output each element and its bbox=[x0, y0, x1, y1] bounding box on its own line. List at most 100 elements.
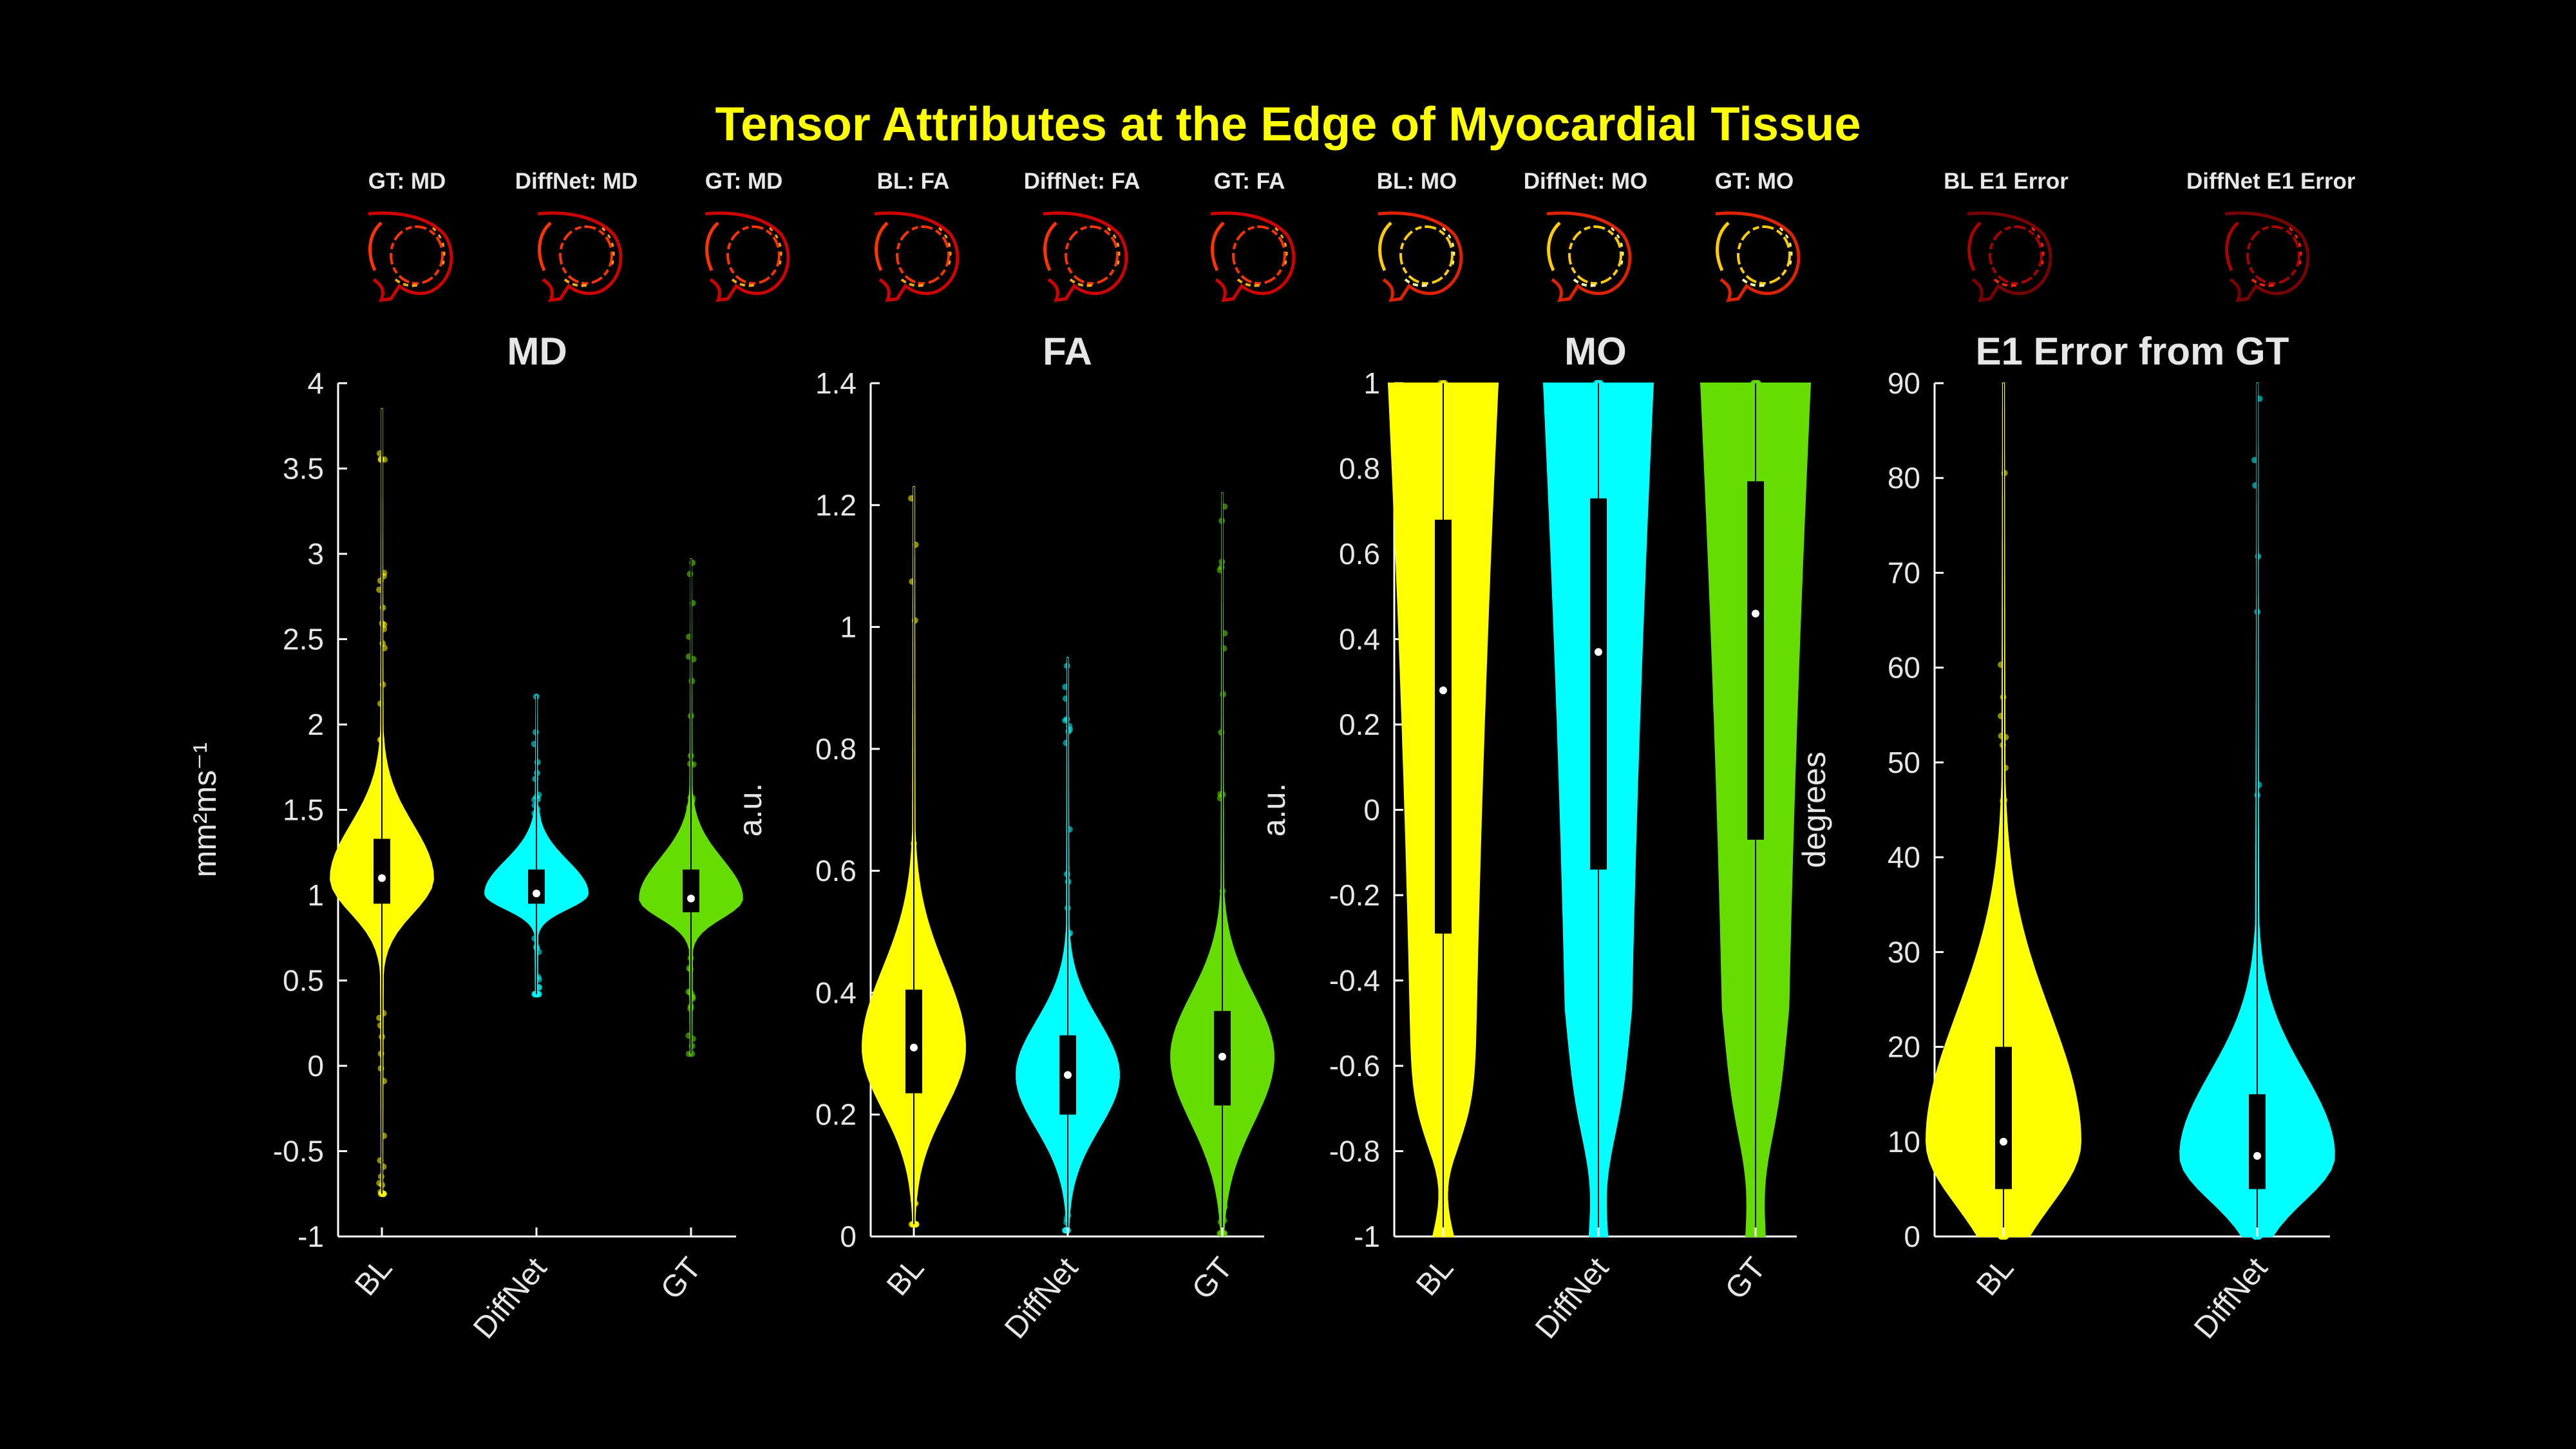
y-tick-label: 60 bbox=[1888, 651, 1920, 685]
thumbnail-label: DiffNet: MO bbox=[1523, 169, 1648, 194]
x-tick-label: DiffNet bbox=[2188, 1251, 2274, 1345]
thumbnail-label: DiffNet E1 Error bbox=[2186, 169, 2356, 194]
main-title: Tensor Attributes at the Edge of Myocard… bbox=[715, 97, 1861, 151]
median-marker bbox=[1595, 648, 1602, 656]
violin-bl bbox=[862, 486, 966, 1228]
y-tick-label: 0.8 bbox=[815, 732, 857, 766]
thumbnail-panel: GT: MO bbox=[1677, 169, 1832, 305]
y-tick-label: 40 bbox=[1888, 840, 1920, 874]
iqr-box bbox=[905, 989, 922, 1094]
y-tick-label: 50 bbox=[1888, 746, 1920, 779]
iqr-box bbox=[1995, 1046, 2012, 1189]
thumbnail-label: GT: MD bbox=[705, 169, 783, 194]
y-tick-label: 0 bbox=[1904, 1220, 1920, 1253]
thumbnail-panel: DiffNet: MO bbox=[1508, 169, 1663, 305]
y-tick-label: 0.6 bbox=[815, 854, 857, 887]
median-marker bbox=[687, 895, 695, 903]
thumbnail-panel: DiffNet E1 Error bbox=[2186, 169, 2356, 305]
iqr-box bbox=[528, 869, 545, 904]
y-tick-label: 0.5 bbox=[283, 964, 324, 998]
thumbnail-panel: GT: FA bbox=[1172, 169, 1327, 305]
myocardium-map-image bbox=[1546, 211, 1632, 303]
y-tick-label: 4 bbox=[307, 366, 324, 400]
y-tick-label: -0.6 bbox=[1329, 1049, 1380, 1083]
chart-panel-md: MD -1 -0.5 0 0.5 1 1.5 2 2.5 3 3.5 4 mm²ms⁻¹ BL DiffNe… bbox=[187, 330, 743, 1345]
y-tick-label: -1 bbox=[1354, 1220, 1380, 1253]
violin-gt bbox=[1170, 492, 1274, 1237]
median-marker bbox=[1064, 1071, 1072, 1079]
violin-diffnet bbox=[1542, 380, 1654, 1237]
y-tick-label: 30 bbox=[1888, 935, 1920, 969]
median-marker bbox=[1752, 609, 1759, 618]
iqr-box bbox=[1435, 520, 1452, 934]
iqr-box bbox=[2249, 1094, 2266, 1189]
iqr-box bbox=[683, 869, 699, 913]
thumbnail-strip: GT: MD DiffNet: MD GT: MD BL: FA DiffNet: FA… bbox=[0, 0, 2576, 361]
y-tick-label: 1 bbox=[307, 878, 324, 912]
thumbnail-panel: BL: MO bbox=[1340, 169, 1494, 305]
y-tick-label: 80 bbox=[1888, 461, 1920, 495]
thumbnail-panel: BL E1 Error bbox=[1929, 169, 2083, 305]
median-marker bbox=[910, 1043, 918, 1052]
y-axis-label: a.u. bbox=[732, 783, 768, 837]
chart-title: FA bbox=[1043, 330, 1092, 373]
median-marker bbox=[2000, 1137, 2007, 1146]
myocardium-map-image bbox=[874, 211, 960, 303]
chart-panel-e1-error-from-gt: E1 Error from GT 0 10 20 30 40 50 60 70 80 90 degre… bbox=[1796, 330, 2335, 1345]
y-tick-label: 3 bbox=[307, 537, 324, 571]
y-axis-label: degrees bbox=[1796, 752, 1832, 868]
chart-title: E1 Error from GT bbox=[1976, 330, 2289, 373]
thumbnail-label: BL: MO bbox=[1376, 169, 1457, 194]
y-tick-label: 1 bbox=[1363, 366, 1380, 400]
violin-bl bbox=[1925, 383, 2082, 1240]
y-tick-label: 3.5 bbox=[283, 452, 324, 486]
chart-panel-mo: MO -1 -0.8 -0.6 -0.4 -0.2 0 0.2 0.4 0.6 0.8 1 a.u. BL… bbox=[1256, 330, 1812, 1345]
y-tick-label: 1.5 bbox=[283, 793, 324, 827]
iqr-box bbox=[1747, 481, 1764, 840]
y-axis-label: mm²ms⁻¹ bbox=[187, 743, 223, 878]
myocardium-map-image bbox=[1210, 211, 1296, 303]
x-tick-label: DiffNet bbox=[998, 1251, 1084, 1345]
myocardium-map-image bbox=[537, 211, 623, 303]
y-tick-label: 0.2 bbox=[1339, 708, 1380, 741]
x-tick-label: BL bbox=[1410, 1251, 1460, 1302]
myocardium-map-image bbox=[368, 211, 453, 303]
y-tick-label: -0.2 bbox=[1329, 878, 1380, 912]
chart-title: MD bbox=[507, 330, 567, 373]
x-tick-label: BL bbox=[348, 1251, 399, 1302]
y-tick-label: 1.4 bbox=[815, 366, 857, 400]
myocardium-map-image bbox=[2224, 211, 2310, 303]
x-tick-label: DiffNet bbox=[1529, 1251, 1615, 1345]
violin-gt bbox=[1700, 380, 1812, 1237]
y-axis-label: a.u. bbox=[1256, 783, 1292, 837]
y-tick-label: 90 bbox=[1888, 366, 1920, 400]
myocardium-map-image bbox=[1967, 211, 2052, 303]
thumbnail-label: DiffNet: MD bbox=[515, 169, 638, 194]
thumbnail-label: GT: FA bbox=[1213, 169, 1285, 194]
thumbnail-panel: DiffNet: FA bbox=[1005, 169, 1159, 305]
x-tick-label: GT bbox=[1186, 1251, 1239, 1306]
y-tick-label: 0.4 bbox=[815, 976, 857, 1009]
y-tick-label: 2 bbox=[307, 708, 324, 741]
chart-title: MO bbox=[1564, 330, 1627, 373]
violin-gt bbox=[639, 558, 743, 1057]
chart-panel-fa: FA 0 0.2 0.4 0.6 0.8 1 1.2 1.4 a.u. BL DiffNet GT bbox=[732, 330, 1274, 1345]
y-tick-label: 2.5 bbox=[283, 623, 324, 656]
myocardium-map-image bbox=[1378, 211, 1463, 303]
y-tick-label: 20 bbox=[1888, 1030, 1920, 1064]
violin-bl bbox=[330, 408, 434, 1197]
thumbnail-label: BL: FA bbox=[876, 169, 950, 194]
thumbnail-label: BL E1 Error bbox=[1944, 169, 2069, 194]
violin-diffnet bbox=[2179, 383, 2335, 1240]
y-tick-label: 70 bbox=[1888, 556, 1920, 589]
x-tick-label: BL bbox=[1970, 1251, 2020, 1302]
violin-diffnet bbox=[1016, 656, 1120, 1234]
y-tick-label: -0.8 bbox=[1329, 1135, 1380, 1168]
myocardium-map-image bbox=[705, 211, 790, 303]
y-tick-label: -0.4 bbox=[1329, 964, 1380, 998]
y-tick-label: 0 bbox=[1363, 793, 1380, 827]
y-tick-label: 0.2 bbox=[815, 1098, 857, 1132]
violin-bl bbox=[1387, 380, 1499, 1237]
y-tick-label: 0.6 bbox=[1339, 537, 1380, 571]
y-tick-label: 10 bbox=[1888, 1125, 1920, 1159]
